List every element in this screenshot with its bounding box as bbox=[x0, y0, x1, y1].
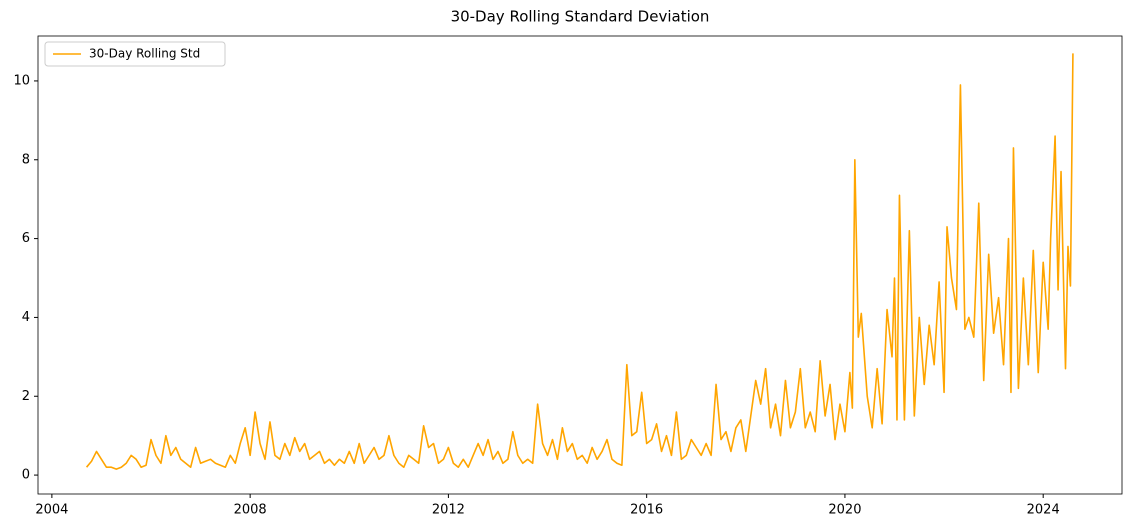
y-tick-label: 2 bbox=[22, 389, 30, 404]
legend-label: 30-Day Rolling Std bbox=[89, 47, 200, 61]
y-tick-label: 8 bbox=[22, 152, 30, 167]
y-tick-label: 0 bbox=[22, 468, 30, 483]
legend-box bbox=[44, 41, 226, 67]
y-tick-label: 4 bbox=[22, 310, 30, 325]
y-tick-label: 6 bbox=[22, 231, 30, 246]
chart-title: 30-Day Rolling Standard Deviation bbox=[451, 8, 710, 26]
x-tick-label: 2008 bbox=[234, 503, 267, 518]
x-tick-label: 2024 bbox=[1027, 503, 1060, 518]
x-tick-label: 2020 bbox=[828, 503, 861, 518]
x-tick-label: 2004 bbox=[35, 503, 68, 518]
y-tick-label: 10 bbox=[13, 73, 30, 88]
x-tick-label: 2012 bbox=[432, 503, 465, 518]
line-series bbox=[85, 53, 1074, 470]
x-tick-label: 2016 bbox=[630, 503, 663, 518]
plot-frame bbox=[37, 35, 1123, 495]
